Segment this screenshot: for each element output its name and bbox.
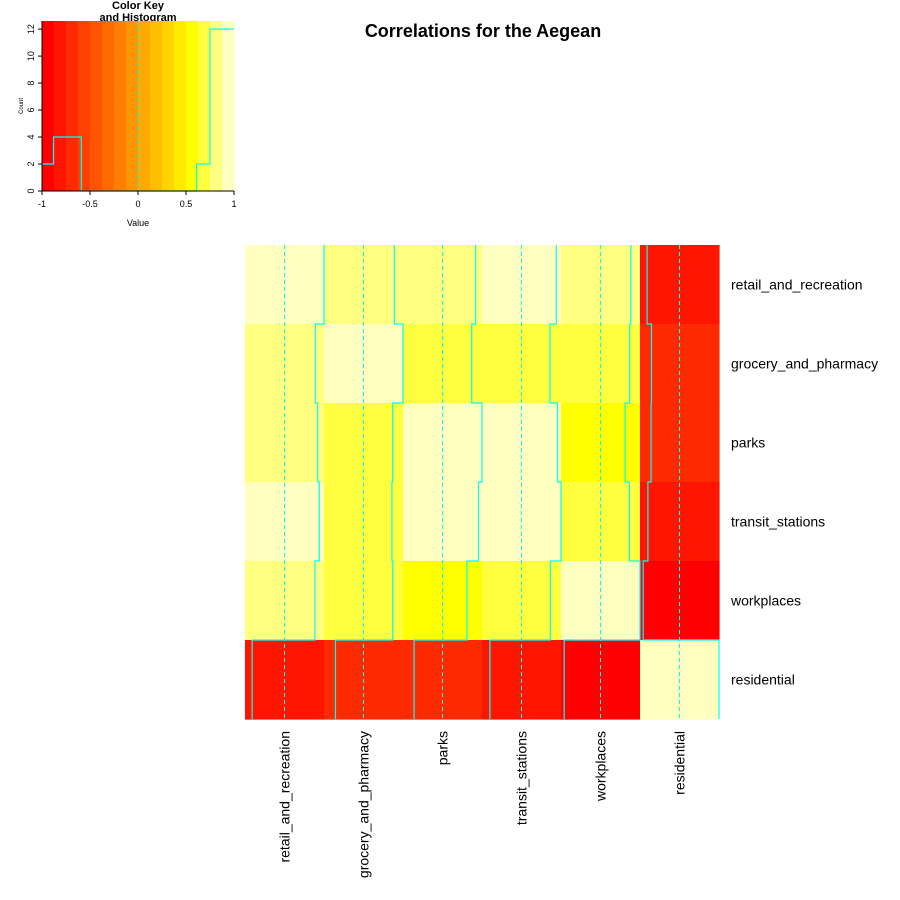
- color-key-band: [66, 21, 79, 191]
- color-key-x-tick-label: -1: [38, 199, 46, 209]
- color-key-y-tick-label: 0: [26, 188, 36, 193]
- color-key-title-line1: Color Key: [112, 0, 165, 12]
- color-key-band: [222, 21, 235, 191]
- heatmap-cell: [403, 324, 483, 404]
- row-labels: retail_and_recreation grocery_and_pharmac…: [730, 277, 878, 688]
- row-label: residential: [731, 672, 795, 688]
- heatmap-cell: [324, 324, 404, 404]
- color-key-ylabel: Count: [19, 98, 25, 114]
- color-key-bands: [42, 21, 235, 191]
- color-key-y-tick-label: 12: [26, 24, 36, 34]
- color-key-band: [126, 21, 139, 191]
- color-key-band: [174, 21, 187, 191]
- color-key-band: [162, 21, 175, 191]
- column-trace: [642, 245, 720, 719]
- column-label: transit_stations: [514, 731, 530, 825]
- column-label: grocery_and_pharmacy: [356, 731, 372, 878]
- color-key: Color Key and Histogram -1 -0.5 0 0.5 102468…: [19, 0, 237, 228]
- heatmap-cell: [561, 561, 641, 641]
- color-key-band: [78, 21, 91, 191]
- column-label: retail_and_recreation: [277, 731, 293, 863]
- row-label: grocery_and_pharmacy: [731, 356, 878, 372]
- heatmap-cell: [403, 245, 483, 325]
- color-key-band: [114, 21, 127, 191]
- color-key-xlabel: Value: [127, 218, 149, 228]
- color-key-y-tick-label: 2: [26, 162, 36, 167]
- color-key-x-tick-label: 0.5: [180, 199, 193, 209]
- heatmap-cell: [245, 245, 325, 325]
- heatmap-cell: [403, 561, 483, 641]
- row-label: workplaces: [730, 593, 801, 609]
- row-label: retail_and_recreation: [731, 277, 863, 293]
- column-trace: [413, 245, 483, 719]
- heatmap-cell: [482, 245, 562, 325]
- color-key-x-tick-label: 0: [135, 199, 140, 209]
- heatmap-cell: [561, 324, 641, 404]
- column-trace: [563, 245, 641, 719]
- column-label: workplaces: [593, 731, 609, 802]
- heatmap-cell: [245, 324, 325, 404]
- color-key-band: [90, 21, 103, 191]
- chart-title: Correlations for the Aegean: [365, 21, 601, 41]
- color-key-band: [42, 21, 55, 191]
- color-key-y-tick-label: 6: [26, 108, 36, 113]
- color-key-band: [210, 21, 223, 191]
- heatmap-cell: [324, 245, 404, 325]
- color-key-x-tick-label: -0.5: [82, 199, 98, 209]
- heatmap-cell: [245, 561, 325, 641]
- column-trace: [251, 245, 325, 719]
- color-key-band: [198, 21, 211, 191]
- column-trace: [334, 245, 404, 719]
- color-key-y-tick-label: 10: [26, 51, 36, 61]
- color-key-band: [186, 21, 199, 191]
- color-key-band: [54, 21, 67, 191]
- heatmap-cell: [324, 561, 404, 641]
- heatmap-cell: [482, 561, 562, 641]
- row-label: transit_stations: [731, 514, 825, 530]
- color-key-x-tick-label: 1: [231, 199, 236, 209]
- color-key-y-tick-label: 8: [26, 81, 36, 86]
- heatmap-traces: [251, 245, 720, 719]
- color-key-band: [150, 21, 163, 191]
- column-trace: [489, 245, 562, 719]
- heatmap-cell: [561, 245, 641, 325]
- heatmap-cell: [640, 245, 720, 325]
- column-label: parks: [435, 731, 451, 765]
- heatmap-cell: [640, 561, 720, 641]
- color-key-band: [102, 21, 115, 191]
- row-label: parks: [731, 435, 765, 451]
- color-key-band: [138, 21, 151, 191]
- column-labels: retail_and_recreation grocery_and_pharmac…: [277, 731, 688, 878]
- color-key-y-tick-label: 4: [26, 135, 36, 140]
- column-label: residential: [672, 731, 688, 795]
